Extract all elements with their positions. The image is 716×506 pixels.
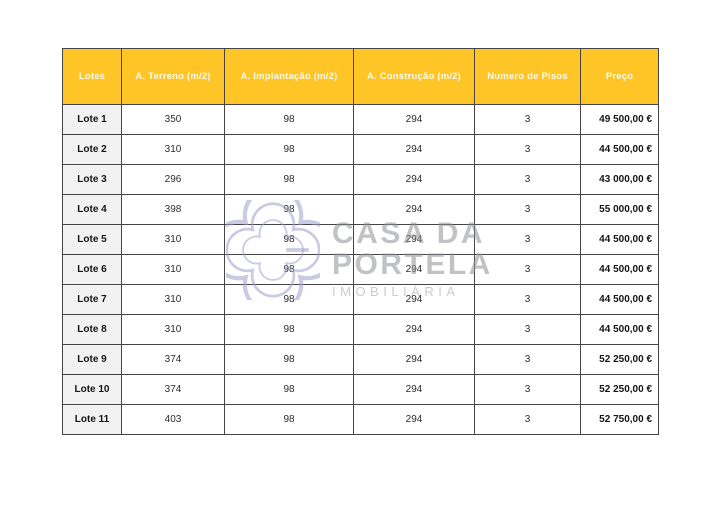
construcao-cell: 294	[353, 344, 475, 375]
column-header-construcao: A. Construção (m/2)	[353, 48, 475, 105]
lote-cell: Lote 1	[62, 104, 122, 135]
lote-cell: Lote 6	[62, 254, 122, 285]
pisos-cell: 3	[474, 224, 581, 255]
implantacao-cell: 98	[224, 284, 354, 315]
terreno-cell: 296	[121, 164, 225, 195]
pisos-cell: 3	[474, 254, 581, 285]
implantacao-cell: 98	[224, 134, 354, 165]
preco-cell: 44 500,00 €	[580, 224, 659, 255]
table-row: Lote 8 310 98 294 3 44 500,00 €	[62, 314, 659, 345]
preco-cell: 44 500,00 €	[580, 284, 659, 315]
terreno-cell: 310	[121, 254, 225, 285]
pisos-cell: 3	[474, 284, 581, 315]
pisos-cell: 3	[474, 344, 581, 375]
implantacao-cell: 98	[224, 104, 354, 135]
terreno-cell: 310	[121, 224, 225, 255]
pisos-cell: 3	[474, 104, 581, 135]
implantacao-cell: 98	[224, 344, 354, 375]
terreno-cell: 310	[121, 314, 225, 345]
construcao-cell: 294	[353, 104, 475, 135]
preco-cell: 44 500,00 €	[580, 254, 659, 285]
table-row: Lote 7 310 98 294 3 44 500,00 €	[62, 284, 659, 315]
pisos-cell: 3	[474, 314, 581, 345]
lote-cell: Lote 7	[62, 284, 122, 315]
lote-cell: Lote 4	[62, 194, 122, 225]
terreno-cell: 374	[121, 374, 225, 405]
lote-cell: Lote 8	[62, 314, 122, 345]
implantacao-cell: 98	[224, 224, 354, 255]
column-header-terreno: A. Terreno (m/2)	[121, 48, 225, 105]
terreno-cell: 310	[121, 134, 225, 165]
table-row: Lote 10 374 98 294 3 52 250,00 €	[62, 374, 659, 405]
preco-cell: 43 000,00 €	[580, 164, 659, 195]
table-row: Lote 2 310 98 294 3 44 500,00 €	[62, 134, 659, 165]
lots-table: Lotes A. Terreno (m/2) A. Implantação (m/2…	[62, 48, 659, 435]
pisos-cell: 3	[474, 404, 581, 435]
construcao-cell: 294	[353, 194, 475, 225]
terreno-cell: 398	[121, 194, 225, 225]
lote-cell: Lote 2	[62, 134, 122, 165]
construcao-cell: 294	[353, 254, 475, 285]
terreno-cell: 403	[121, 404, 225, 435]
implantacao-cell: 98	[224, 374, 354, 405]
column-header-preco: Preço	[580, 48, 659, 105]
pisos-cell: 3	[474, 194, 581, 225]
construcao-cell: 294	[353, 224, 475, 255]
implantacao-cell: 98	[224, 404, 354, 435]
pisos-cell: 3	[474, 374, 581, 405]
construcao-cell: 294	[353, 374, 475, 405]
construcao-cell: 294	[353, 314, 475, 345]
pisos-cell: 3	[474, 164, 581, 195]
table-header-row: Lotes A. Terreno (m/2) A. Implantação (m/2…	[62, 48, 659, 105]
lote-cell: Lote 5	[62, 224, 122, 255]
construcao-cell: 294	[353, 134, 475, 165]
implantacao-cell: 98	[224, 254, 354, 285]
terreno-cell: 350	[121, 104, 225, 135]
table-row: Lote 1 350 98 294 3 49 500,00 €	[62, 104, 659, 135]
table-row: Lote 9 374 98 294 3 52 250,00 €	[62, 344, 659, 375]
table-row: Lote 3 296 98 294 3 43 000,00 €	[62, 164, 659, 195]
implantacao-cell: 98	[224, 314, 354, 345]
table-row: Lote 6 310 98 294 3 44 500,00 €	[62, 254, 659, 285]
preco-cell: 55 000,00 €	[580, 194, 659, 225]
terreno-cell: 310	[121, 284, 225, 315]
construcao-cell: 294	[353, 404, 475, 435]
pisos-cell: 3	[474, 134, 581, 165]
preco-cell: 44 500,00 €	[580, 134, 659, 165]
column-header-pisos: Numero de Pisos	[474, 48, 581, 105]
table-row: Lote 4 398 98 294 3 55 000,00 €	[62, 194, 659, 225]
table-row: Lote 11 403 98 294 3 52 750,00 €	[62, 404, 659, 435]
preco-cell: 52 250,00 €	[580, 374, 659, 405]
construcao-cell: 294	[353, 284, 475, 315]
preco-cell: 52 750,00 €	[580, 404, 659, 435]
implantacao-cell: 98	[224, 164, 354, 195]
preco-cell: 44 500,00 €	[580, 314, 659, 345]
table-row: Lote 5 310 98 294 3 44 500,00 €	[62, 224, 659, 255]
preco-cell: 52 250,00 €	[580, 344, 659, 375]
lote-cell: Lote 3	[62, 164, 122, 195]
implantacao-cell: 98	[224, 194, 354, 225]
lote-cell: Lote 10	[62, 374, 122, 405]
lote-cell: Lote 9	[62, 344, 122, 375]
terreno-cell: 374	[121, 344, 225, 375]
construcao-cell: 294	[353, 164, 475, 195]
column-header-implantacao: A. Implantação (m/2)	[224, 48, 354, 105]
column-header-lote: Lotes	[62, 48, 122, 105]
lote-cell: Lote 11	[62, 404, 122, 435]
preco-cell: 49 500,00 €	[580, 104, 659, 135]
